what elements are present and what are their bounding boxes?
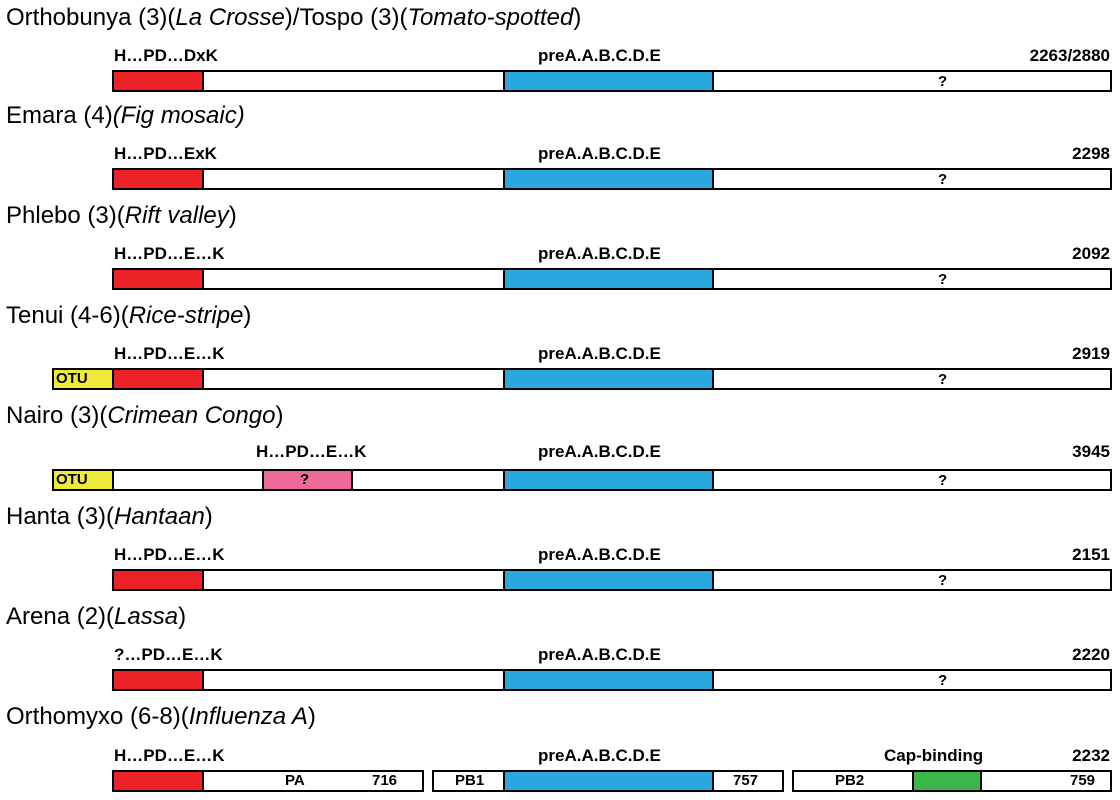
row-title: Phlebo (3)(Rift valley)	[6, 202, 237, 230]
protein-length-label: 2220	[1072, 645, 1110, 664]
polymerase-domain	[503, 569, 714, 591]
row-title: Arena (2)(Lassa)	[6, 603, 186, 631]
c-terminal-unknown-label: ?	[938, 171, 948, 188]
row-title-part: (Fig mosaic)	[112, 102, 245, 129]
motif-label: ?…PD…E…K	[114, 645, 223, 664]
pb1-polymerase-domain	[503, 770, 714, 792]
endonuclease-domain	[112, 669, 204, 691]
pa-name-label: PA	[285, 772, 305, 789]
cap-binding-label: Cap-binding	[884, 746, 984, 765]
row-title-part: Crimean Congo	[107, 402, 276, 429]
otu-label: OTU	[56, 370, 88, 387]
endonuclease-unknown-label: ?	[300, 471, 310, 488]
motif-label: H…PD…E…K	[114, 545, 225, 564]
protein-length-label: 2092	[1072, 244, 1110, 263]
row-title-part: )	[275, 402, 284, 429]
motif-label: H…PD…E…K	[114, 746, 225, 765]
row-title-part: )	[573, 4, 582, 31]
c-terminal-unknown-label: ?	[938, 472, 948, 489]
row-title-part: Influenza A	[188, 703, 308, 730]
pa-length-label: 716	[372, 772, 398, 789]
polymerase-domain	[503, 168, 714, 190]
endonuclease-domain	[112, 569, 204, 591]
row-title-part: Nairo (3)(	[6, 402, 108, 429]
polymerase-domain	[503, 368, 714, 390]
pb1-name-label: PB1	[455, 772, 485, 789]
row-title-part: Rice-stripe	[128, 302, 244, 329]
row-title-part: )	[178, 603, 187, 630]
row-title-part: )	[307, 703, 316, 730]
endonuclease-domain	[112, 168, 204, 190]
row-title: Emara (4)(Fig mosaic)	[6, 102, 245, 130]
polymerase-motif-label: preA.A.B.C.D.E	[538, 746, 661, 765]
protein-length-label: 3945	[1072, 442, 1110, 461]
motif-label: H…PD…E…K	[114, 244, 225, 263]
pa-endonuclease-domain	[112, 770, 204, 792]
row-title-part: Hanta (3)(	[6, 503, 115, 530]
c-terminal-unknown-label: ?	[938, 371, 948, 388]
pb2-name-label: PB2	[835, 772, 865, 789]
protein-length-label: 2151	[1072, 545, 1110, 564]
pb2-length-label: 759	[1070, 772, 1096, 789]
endonuclease-domain	[112, 70, 204, 92]
c-terminal-unknown-label: ?	[938, 73, 948, 90]
row-title-part: Lassa	[114, 603, 179, 630]
row-title: Orthomyxo (6-8)(Influenza A)	[6, 703, 316, 731]
c-terminal-unknown-label: ?	[938, 572, 948, 589]
row-title-part: Arena (2)(	[6, 603, 115, 630]
row-title: Tenui (4-6)(Rice-stripe)	[6, 302, 251, 330]
row-title-part: Orthobunya (3)(	[6, 4, 176, 31]
row-title-part: Orthomyxo (6-8)(	[6, 703, 189, 730]
polymerase-motif-label: preA.A.B.C.D.E	[538, 344, 661, 363]
c-terminal-unknown-label: ?	[938, 672, 948, 689]
row-title: Hanta (3)(Hantaan)	[6, 503, 213, 531]
row-title-part: Tenui (4-6)(	[6, 302, 129, 329]
polymerase-motif-label: preA.A.B.C.D.E	[538, 442, 661, 461]
row-title-part: La Crosse	[175, 4, 285, 31]
row-title-part: Tomato-spotted	[407, 4, 574, 31]
otu-domain: OTU	[52, 368, 114, 390]
row-title-part: )	[243, 302, 252, 329]
endonuclease-domain	[112, 268, 204, 290]
c-terminal-unknown-label: ?	[938, 271, 948, 288]
row-title-part: Rift valley	[124, 202, 229, 229]
polymerase-motif-label: preA.A.B.C.D.E	[538, 244, 661, 263]
row-title-part: Hantaan	[114, 503, 205, 530]
protein-length-label: 2919	[1072, 344, 1110, 363]
motif-label: H…PD…E…K	[114, 344, 225, 363]
row-title: Nairo (3)(Crimean Congo)	[6, 402, 283, 430]
endonuclease-domain	[112, 368, 204, 390]
motif-label: H…PD…DxK	[114, 46, 218, 65]
row-title-part: Phlebo (3)(	[6, 202, 125, 229]
polymerase-domain	[503, 669, 714, 691]
row-title-part: )	[204, 503, 213, 530]
row-title: Orthobunya (3)(La Crosse)/Tospo (3)(Toma…	[6, 4, 581, 32]
motif-label: H…PD…E…K	[256, 442, 367, 461]
pb1-length-label: 757	[733, 772, 759, 789]
polymerase-motif-label: preA.A.B.C.D.E	[538, 645, 661, 664]
protein-length-label: 2298	[1072, 144, 1110, 163]
polymerase-motif-label: preA.A.B.C.D.E	[538, 144, 661, 163]
endonuclease-domain: ?	[262, 469, 353, 491]
motif-label: H…PD…ExK	[114, 144, 217, 163]
row-title-part: Emara (4)	[6, 102, 113, 129]
polymerase-motif-label: preA.A.B.C.D.E	[538, 46, 661, 65]
polymerase-domain	[503, 70, 714, 92]
otu-label: OTU	[56, 471, 88, 488]
otu-domain: OTU	[52, 469, 114, 491]
row-title-part: )	[228, 202, 237, 229]
polymerase-motif-label: preA.A.B.C.D.E	[538, 545, 661, 564]
polymerase-domain	[503, 469, 714, 491]
pb2-cap-binding-domain	[912, 770, 982, 792]
row-title-part: )/Tospo (3)(	[284, 4, 408, 31]
protein-length-label: 2232	[1072, 746, 1110, 765]
polymerase-domain	[503, 268, 714, 290]
protein-length-label: 2263/2880	[1029, 46, 1110, 65]
